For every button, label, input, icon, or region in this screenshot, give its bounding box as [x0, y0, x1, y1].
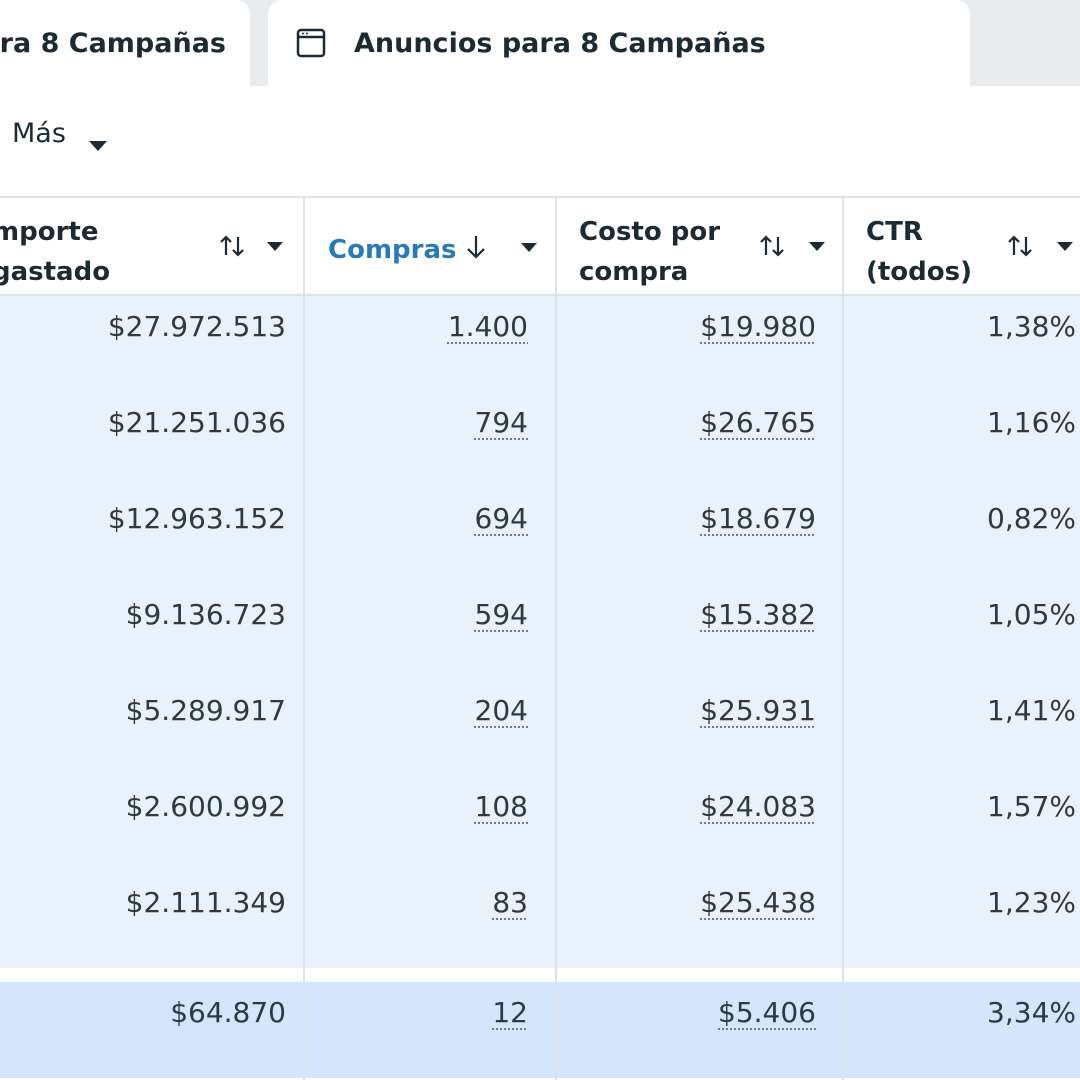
cell-importe: $9.136.723 [125, 598, 286, 631]
sort-arrows-icon [760, 235, 784, 257]
column-divider[interactable] [303, 196, 305, 1080]
more-button-label: Más [12, 118, 66, 149]
cell-costo[interactable]: $25.931 [700, 694, 816, 727]
cell-ctr: 1,23% [987, 886, 1076, 919]
header-compras-label: Compras [328, 235, 457, 265]
column-divider[interactable] [555, 196, 557, 1080]
cell-importe: $2.600.992 [125, 790, 286, 823]
caret-down-icon [1057, 241, 1073, 251]
table-header [0, 196, 1080, 296]
sort-arrows-icon [1008, 235, 1032, 257]
total-compras[interactable]: 12 [492, 996, 528, 1029]
cell-compras[interactable]: 83 [492, 886, 528, 919]
cell-compras[interactable]: 694 [474, 502, 528, 535]
cell-importe: $12.963.152 [107, 502, 286, 535]
cell-compras[interactable]: 204 [474, 694, 528, 727]
tab-bar: ra 8 Campañas Anuncios para 8 Campañas [0, 0, 1080, 86]
cell-importe: $27.972.513 [107, 310, 286, 343]
cell-ctr: 1,38% [987, 310, 1076, 343]
header-importe-line2: gastado [0, 257, 111, 287]
cell-importe: $21.251.036 [107, 406, 286, 439]
tab-ads-label: Anuncios para 8 Campañas [354, 27, 766, 59]
header-ctr-todos[interactable]: CTR (todos) [866, 212, 972, 292]
toolbar [0, 86, 1080, 196]
total-costo[interactable]: $5.406 [718, 996, 816, 1029]
table-row[interactable]: $2.111.349 83 $25.438 1,23% [0, 872, 1080, 968]
column-divider[interactable] [842, 196, 844, 1080]
table-total-row: $64.870 12 $5.406 3,34% [0, 982, 1080, 1078]
cell-ctr: 1,05% [987, 598, 1076, 631]
caret-down-icon [809, 241, 825, 251]
cell-costo[interactable]: $19.980 [700, 310, 816, 343]
header-costo-line1: Costo por [579, 217, 721, 247]
table-row[interactable]: $5.289.917 204 $25.931 1,41% [0, 680, 1080, 776]
cell-ctr: 1,41% [987, 694, 1076, 727]
header-ctr-line2: (todos) [866, 257, 973, 287]
tab-campaigns[interactable]: ra 8 Campañas [0, 0, 250, 86]
cell-importe: $5.289.917 [125, 694, 286, 727]
header-costo-por-compra[interactable]: Costo por compra [579, 212, 720, 292]
tab-ads[interactable]: Anuncios para 8 Campañas [268, 0, 970, 86]
table-row[interactable]: $27.972.513 1.400 $19.980 1,38% [0, 296, 1080, 392]
results-table: mporte gastado Compras Costo por compra … [0, 196, 1080, 1080]
sort-arrows-icon [220, 235, 244, 257]
ad-window-icon [296, 28, 326, 58]
table-row[interactable]: $9.136.723 594 $15.382 1,05% [0, 584, 1080, 680]
header-ctr-line1: CTR [866, 217, 923, 247]
header-costo-line2: compra [579, 257, 689, 287]
cell-compras[interactable]: 108 [474, 790, 528, 823]
cell-ctr: 1,57% [987, 790, 1076, 823]
cell-importe: $2.111.349 [125, 886, 286, 919]
total-importe: $64.870 [170, 996, 286, 1029]
cell-ctr: 1,16% [987, 406, 1076, 439]
cell-ctr: 0,82% [987, 502, 1076, 535]
more-button[interactable]: Más [12, 118, 108, 151]
caret-down-icon [267, 241, 283, 251]
sort-compras-control[interactable] [464, 234, 538, 260]
sort-importe-control[interactable] [218, 234, 284, 258]
tab-campaigns-label: ra 8 Campañas [0, 27, 226, 59]
sort-costo-control[interactable] [758, 234, 826, 258]
cell-compras[interactable]: 794 [474, 406, 528, 439]
cell-costo[interactable]: $25.438 [700, 886, 816, 919]
cell-costo[interactable]: $26.765 [700, 406, 816, 439]
cell-costo[interactable]: $24.083 [700, 790, 816, 823]
cell-costo[interactable]: $15.382 [700, 598, 816, 631]
header-importe-line1: mporte [0, 217, 99, 247]
table-row[interactable]: $12.963.152 694 $18.679 0,82% [0, 488, 1080, 584]
table-row[interactable]: $2.600.992 108 $24.083 1,57% [0, 776, 1080, 872]
cell-compras[interactable]: 594 [474, 598, 528, 631]
cell-compras[interactable]: 1.400 [447, 310, 528, 343]
header-compras[interactable]: Compras [328, 230, 457, 270]
sort-ctr-control[interactable] [1006, 234, 1074, 258]
header-importe-gastado[interactable]: mporte gastado [0, 212, 110, 292]
arrow-down-icon [467, 236, 485, 259]
caret-down-icon [88, 128, 108, 151]
total-ctr: 3,34% [987, 996, 1076, 1029]
caret-down-icon [521, 242, 537, 252]
table-row[interactable]: $21.251.036 794 $26.765 1,16% [0, 392, 1080, 488]
cell-costo[interactable]: $18.679 [700, 502, 816, 535]
